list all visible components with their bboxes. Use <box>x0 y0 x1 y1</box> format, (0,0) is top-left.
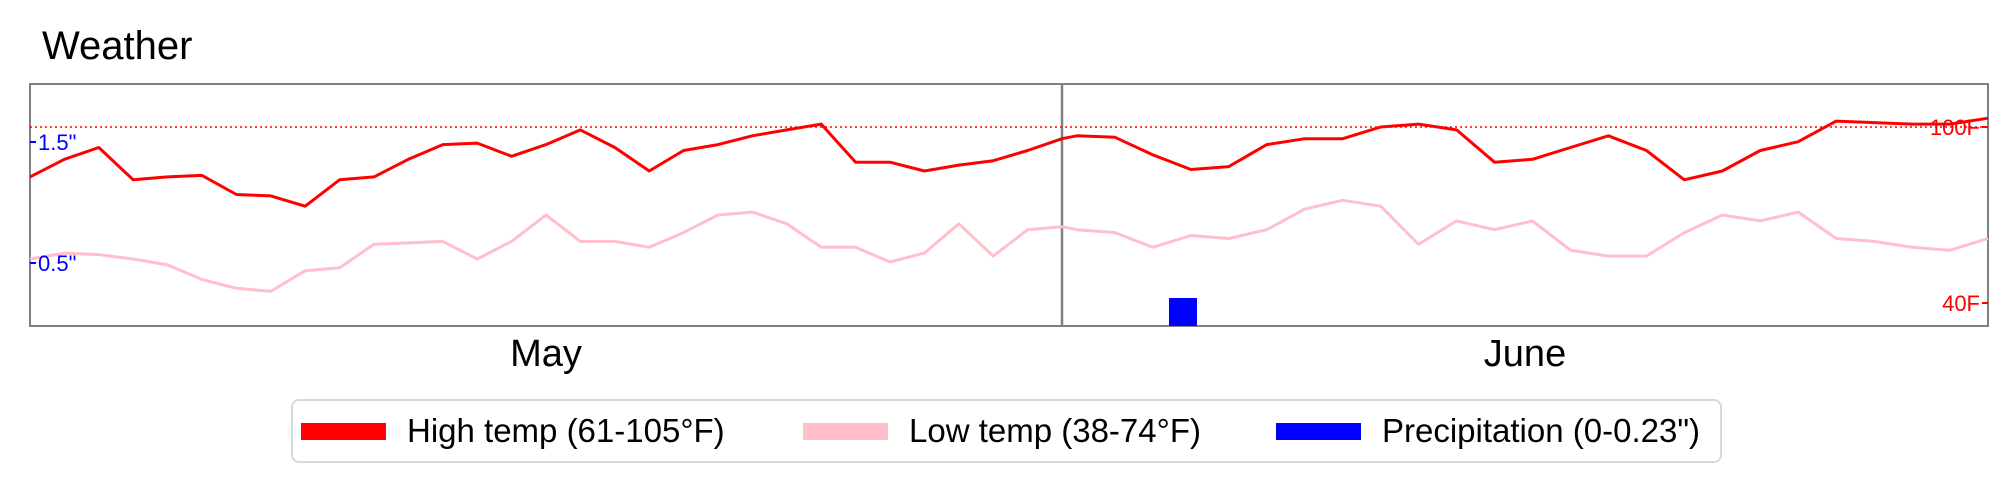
temp-tick-label-1: 100F <box>1930 115 1980 140</box>
legend-label-precipitation: Precipitation (0-0.23") <box>1382 412 1701 449</box>
legend-item-low-temp: Low temp (38-74°F) <box>803 401 1201 461</box>
legend-label-high-temp: High temp (61-105°F) <box>407 412 725 449</box>
month-label-may: May <box>510 333 582 375</box>
precip-tick-label-1: 1.5" <box>38 130 76 155</box>
precipitation-bar <box>1169 298 1197 326</box>
precip-tick-label-0: 0.5" <box>38 251 76 276</box>
plot-area: 40F 100F 0.5" 1.5" <box>29 83 1989 327</box>
legend-swatch-low-temp <box>803 422 888 440</box>
legend-swatch-high-temp <box>301 422 386 440</box>
chart-title: Weather <box>42 24 193 68</box>
low-temp-line <box>29 198 1989 293</box>
plot-frame <box>29 83 1989 327</box>
month-label-june: June <box>1483 333 1567 375</box>
legend-swatch-precipitation <box>1276 422 1361 440</box>
chart-legend: High temp (61-105°F) Low temp (38-74°F) … <box>291 399 1722 463</box>
high-temp-line <box>29 116 1989 208</box>
temp-tick-label-0: 40F <box>1942 291 1980 316</box>
legend-item-high-temp: High temp (61-105°F) <box>301 401 725 461</box>
legend-item-precipitation: Precipitation (0-0.23") <box>1276 401 1700 461</box>
legend-label-low-temp: Low temp (38-74°F) <box>909 412 1201 449</box>
